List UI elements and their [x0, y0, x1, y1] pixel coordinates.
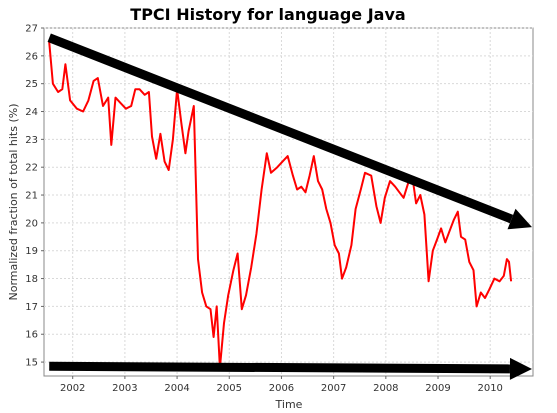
- y-tick-label: 22: [25, 163, 38, 174]
- y-tick-label: 16: [25, 330, 38, 341]
- y-tick-label: 20: [25, 218, 38, 229]
- y-tick-label: 26: [25, 51, 38, 62]
- x-tick-label: 2002: [60, 383, 85, 394]
- plot-background: [43, 27, 534, 377]
- y-tick-label: 18: [25, 274, 38, 285]
- arrow-head: [509, 357, 532, 380]
- x-tick-label: 2004: [164, 383, 189, 394]
- y-tick-label: 25: [25, 79, 38, 90]
- y-tick-label: 24: [25, 107, 38, 118]
- x-tick-label: 2005: [217, 383, 242, 394]
- grid-lines: [44, 27, 533, 376]
- y-tick-label: 23: [25, 135, 38, 146]
- y-tick-label: 19: [25, 246, 38, 257]
- arrow-annotation: [49, 361, 510, 374]
- annotation-layer: [47, 33, 532, 380]
- x-tick-label: 2008: [373, 383, 398, 394]
- y-axis-label: Normalized fraction of total hits (%): [7, 104, 20, 301]
- x-tick-label: 2006: [269, 383, 294, 394]
- x-tick-label: 2003: [112, 383, 137, 394]
- chart-title: TPCI History for language Java: [130, 5, 405, 24]
- y-axis-ticks: 15 16 17 18 19 20 21 22 23 24 25 26 27: [25, 24, 44, 369]
- x-tick-label: 2009: [425, 383, 450, 394]
- arrow-head: [507, 208, 532, 230]
- x-tick-label: 2010: [477, 383, 502, 394]
- series-layer: [48, 41, 513, 369]
- x-axis-label: Time: [275, 398, 303, 411]
- y-tick-label: 15: [25, 358, 38, 369]
- y-tick-label: 17: [25, 302, 38, 313]
- y-tick-label: 27: [25, 24, 38, 35]
- series-line: [48, 41, 513, 369]
- x-axis-ticks: 2002 2003 2004 2005 2006 2007 2008 2009 2010: [60, 376, 503, 394]
- x-tick-label: 2007: [321, 383, 346, 394]
- y-tick-label: 21: [25, 191, 38, 202]
- arrow-annotation: [47, 33, 514, 224]
